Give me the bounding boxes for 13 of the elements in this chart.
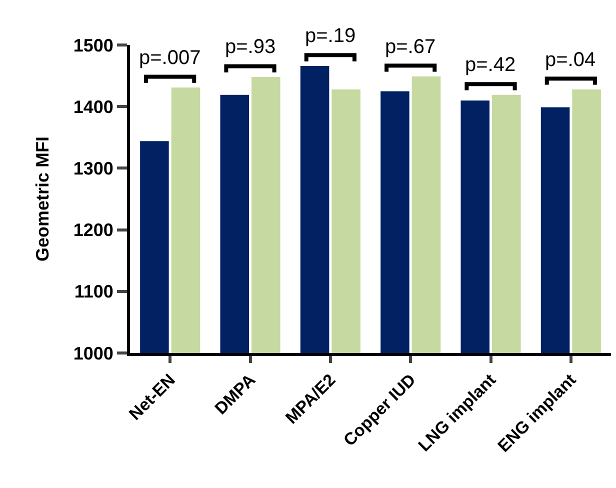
annotation: p=.93 [225,36,276,58]
y-tick-label: 1300 [73,158,114,178]
annotation: p=.67 [385,36,436,58]
annotation: p=.19 [305,25,356,47]
y-tick-label: 1000 [73,343,114,364]
annotation: p=.04 [545,49,596,71]
y-tick-label: 1500 [73,35,114,56]
y-axis-title: Geometric MFI [32,136,53,262]
annotation: p=.42 [465,54,516,76]
annotation: p=.007 [139,47,201,69]
y-tick-label: 1100 [74,282,114,302]
y-tick-label: 1400 [73,96,114,117]
y-tick-label: 1200 [73,220,114,240]
